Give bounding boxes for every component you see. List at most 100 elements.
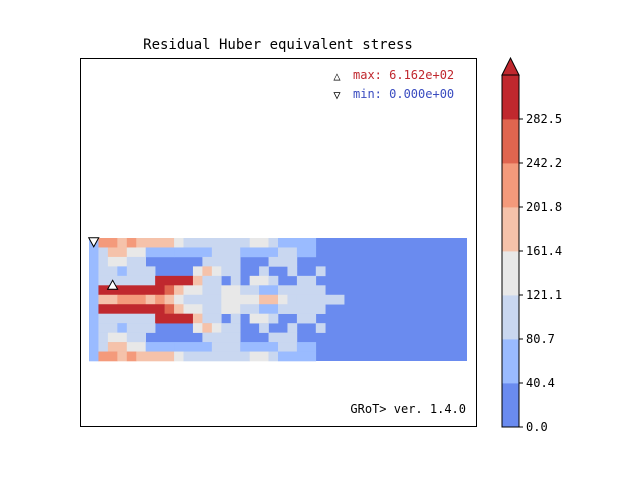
heatmap-cell [240, 285, 260, 296]
heatmap-cell [202, 285, 222, 296]
colorbar-tick-label: 0.0 [526, 420, 548, 434]
colorbar-band [502, 251, 519, 296]
heatmap-cell [98, 342, 109, 352]
heatmap-cell [107, 332, 128, 343]
heatmap-cell [192, 275, 203, 286]
heatmap-cell [145, 342, 175, 352]
heatmap-cell [259, 285, 279, 296]
heatmap-cell [221, 323, 241, 333]
heatmap-cell [259, 266, 269, 277]
heatmap-cell [202, 313, 222, 324]
version-label: GRoT> ver. 1.4.0 [350, 402, 466, 416]
heatmap-cell [174, 304, 184, 314]
heatmap-cell [126, 342, 146, 352]
heatmap-cell [98, 351, 118, 362]
heatmap-cell [174, 238, 184, 248]
heatmap-cell [174, 351, 184, 362]
heatmap-cell [202, 332, 241, 343]
heatmap-cell [230, 313, 241, 324]
heatmap-cell [296, 313, 317, 324]
chart-title: Residual Huber equivalent stress [143, 37, 413, 53]
colorbar-band [502, 207, 519, 252]
heatmap-cell [221, 285, 241, 296]
min-label: min: 0.000e+00 [353, 87, 454, 101]
heatmap-cell [98, 247, 109, 258]
heatmap-cell [174, 342, 213, 352]
heatmap-cell [183, 285, 203, 296]
heatmap-cell [211, 266, 222, 277]
stress-heatmap [89, 238, 467, 362]
heatmap-cell [183, 294, 222, 305]
heatmap-cell [145, 247, 175, 258]
heatmap-cell [240, 342, 279, 352]
heatmap-cell [192, 313, 203, 324]
extreme-markers [87, 237, 119, 290]
heatmap-cell [126, 247, 146, 258]
heatmap-cell [117, 351, 128, 362]
heatmap-cell [211, 323, 222, 333]
heatmap-cell [287, 323, 298, 333]
heatmap-cell [296, 247, 317, 258]
heatmap-cell [155, 313, 194, 324]
heatmap-cell [268, 351, 279, 362]
colorbar-tick-label: 201.8 [526, 200, 562, 214]
heatmap-cell [117, 266, 128, 277]
heatmap-cell [268, 256, 298, 267]
colorbar-tick-label: 40.4 [526, 376, 555, 390]
heatmap-cell [278, 238, 317, 248]
heatmap-cell [164, 285, 175, 296]
colorbar-band [502, 119, 519, 164]
heatmap-cell [98, 313, 156, 324]
heatmap-cell [268, 332, 298, 343]
heatmap-cell [202, 256, 241, 267]
heatmap-cell [155, 294, 165, 305]
heatmap-cell [278, 351, 317, 362]
heatmap-cell [107, 247, 128, 258]
colorbar-tick-label: 121.1 [526, 288, 562, 302]
colorbar-tick-label: 282.5 [526, 112, 562, 126]
heatmap-cell [98, 275, 156, 286]
heatmap-cell [98, 266, 118, 277]
heatmap-cell [164, 304, 175, 314]
heatmap-cell [136, 351, 175, 362]
heatmap-cell [202, 304, 222, 314]
heatmap-cell [192, 323, 203, 333]
heatmap-cell [174, 247, 213, 258]
heatmap-cell [278, 304, 326, 314]
heatmap-cell [278, 285, 326, 296]
colorbar-band [502, 295, 519, 340]
heatmap-cell [259, 294, 279, 305]
min-location-marker [87, 237, 100, 248]
heatmap-cell [155, 275, 194, 286]
heatmap-cell [126, 332, 146, 343]
heatmap-cell [240, 304, 260, 314]
heatmap-cell [126, 238, 137, 248]
max-location-marker [106, 279, 119, 290]
heatmap-cell [98, 294, 118, 305]
heatmap-cell [211, 247, 241, 258]
heatmap-cell [98, 285, 165, 296]
heatmap-cell [249, 238, 269, 248]
heatmap-cell [98, 256, 109, 267]
heatmap-cell [183, 238, 250, 248]
heatmap-cell [268, 313, 279, 324]
colorbar-band [502, 383, 519, 428]
heatmap-cell [164, 294, 175, 305]
heatmap-cell [315, 266, 326, 277]
colorbar-band [502, 75, 519, 120]
heatmap-cell [174, 285, 184, 296]
colorbar-tick-label: 161.4 [526, 244, 562, 258]
heatmap-cell [117, 323, 128, 333]
heatmap-cell [249, 313, 269, 324]
heatmap-cell [221, 294, 260, 305]
heatmap-cell [107, 342, 128, 352]
heatmap-cell [278, 247, 298, 258]
heatmap-cell [202, 323, 213, 333]
heatmap-cell [249, 351, 269, 362]
heatmap-cell [230, 275, 241, 286]
heatmap-cell [183, 351, 250, 362]
max-label: max: 6.162e+02 [353, 68, 454, 82]
min-marker-icon: ▽ [333, 88, 341, 102]
heatmap-cell [221, 304, 241, 314]
